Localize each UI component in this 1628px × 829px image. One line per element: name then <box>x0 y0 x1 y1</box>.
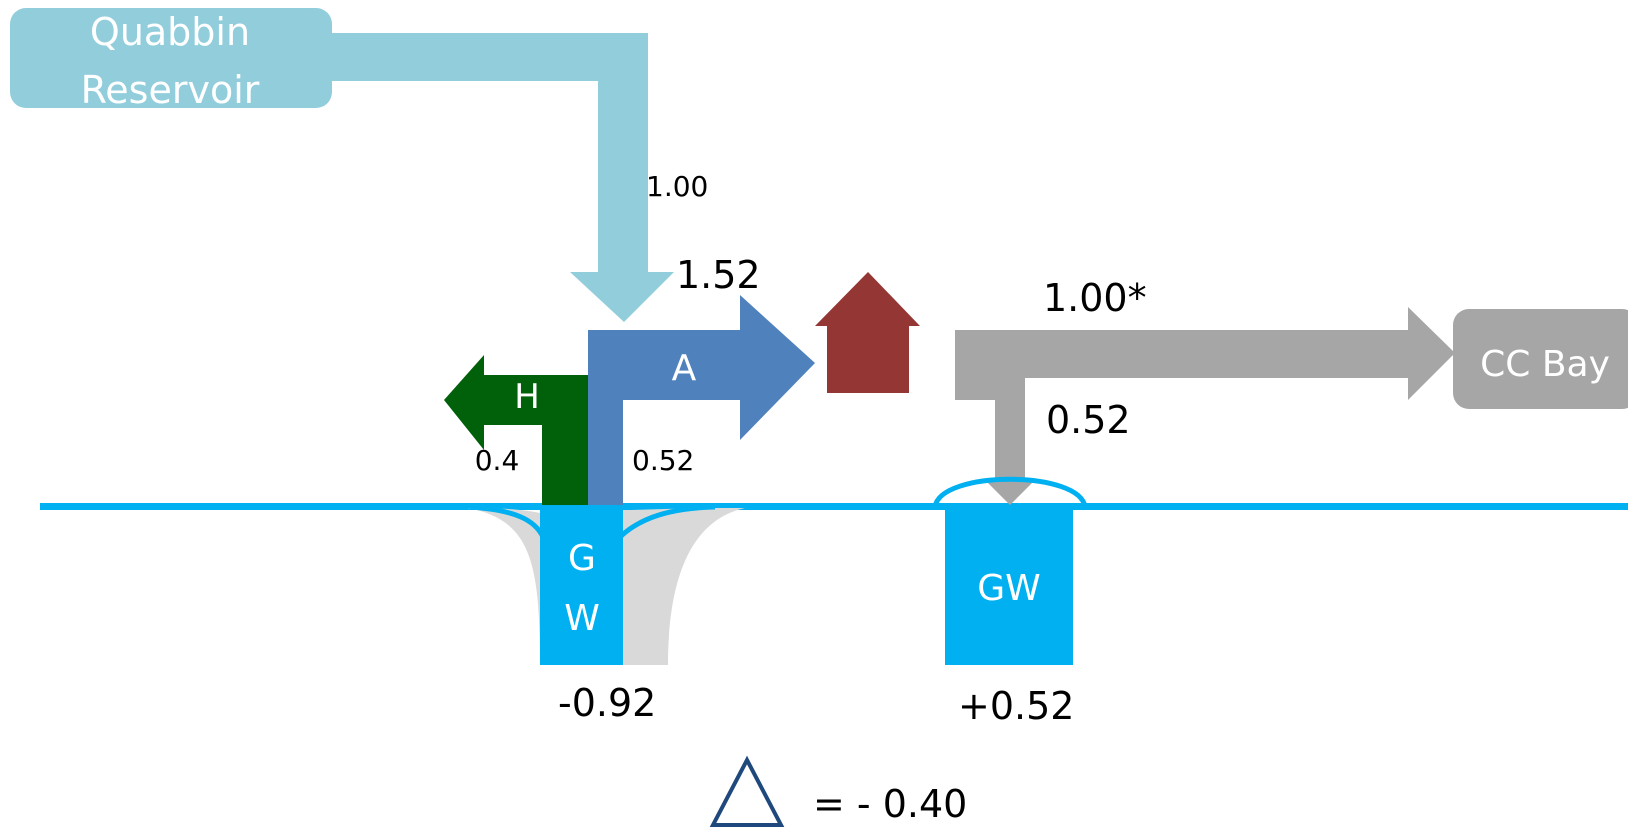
quabbin-label-line1: Quabbin <box>90 10 250 54</box>
left-gw-label-line2: W <box>564 598 600 639</box>
h-flow-arrow <box>444 355 590 450</box>
right-gw-label: GW <box>977 568 1041 609</box>
left-gw-inner-curve-right <box>580 505 623 541</box>
right-gw-change: +0.52 <box>958 684 1074 728</box>
left-gw-label-line1: G <box>568 538 596 579</box>
quabbin-supply-arrow <box>330 33 674 322</box>
delta-summary: = - 0.40 <box>813 782 967 826</box>
outflow-value: 1.00* <box>1043 276 1147 320</box>
outflow-arrow <box>955 307 1455 505</box>
h-flow-label: H <box>514 377 540 417</box>
cc-bay-label: CC Bay <box>1480 344 1610 385</box>
left-gw-curve-right <box>618 504 716 539</box>
a-gw-value: 0.52 <box>632 444 694 477</box>
right-gw-mound <box>932 476 1088 508</box>
h-flow-value: 0.4 <box>475 444 520 477</box>
a-total-value: 1.52 <box>676 253 761 297</box>
quabbin-label-line2: Reservoir <box>81 68 260 112</box>
left-gw-shadow-strip <box>622 510 668 665</box>
right-gw-bucket <box>945 505 1073 665</box>
water-table-line <box>40 503 1628 510</box>
left-gw-inner-curve-left <box>544 505 582 541</box>
house-icon <box>815 272 920 393</box>
delta-triangle-icon <box>709 755 785 827</box>
left-gw-bucket <box>540 505 623 665</box>
supply-value: 1.00 <box>646 170 708 203</box>
quabbin-reservoir-box <box>10 8 332 108</box>
cc-bay-box <box>1453 309 1628 409</box>
left-gw-shadow-left <box>468 508 563 665</box>
a-flow-arrow <box>588 295 815 505</box>
left-gw-change: -0.92 <box>558 681 656 725</box>
left-gw-curve-left <box>469 504 546 539</box>
recharge-value: 0.52 <box>1046 398 1131 442</box>
a-flow-label: A <box>672 348 697 389</box>
